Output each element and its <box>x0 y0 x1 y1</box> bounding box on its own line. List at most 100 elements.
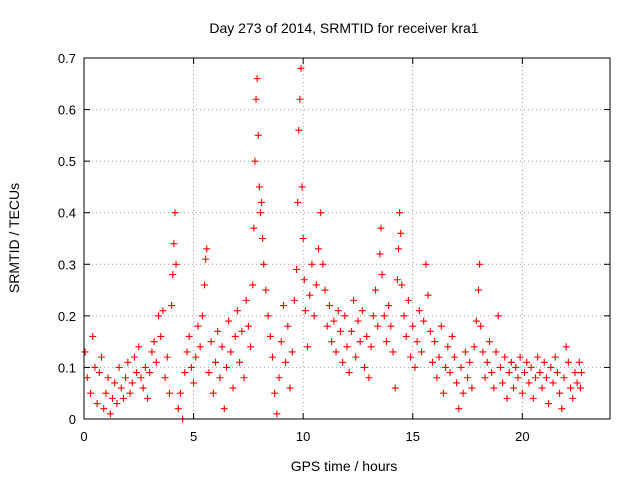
data-point <box>413 338 421 346</box>
data-point <box>549 379 557 387</box>
data-point <box>377 224 385 232</box>
data-point <box>196 343 204 351</box>
data-point <box>319 260 327 268</box>
data-point <box>352 353 360 361</box>
data-point <box>212 358 219 366</box>
data-point <box>371 286 379 294</box>
data-point <box>161 374 169 382</box>
data-point <box>397 229 405 237</box>
data-point <box>135 343 143 351</box>
data-point <box>315 245 323 253</box>
data-point <box>202 255 210 263</box>
data-point <box>437 322 445 330</box>
data-point <box>312 281 320 289</box>
data-point <box>464 374 472 382</box>
data-point <box>128 379 136 387</box>
data-point <box>218 343 226 351</box>
data-point <box>387 322 395 330</box>
data-point <box>299 235 307 242</box>
data-point <box>286 384 294 392</box>
data-point <box>227 348 235 356</box>
data-point <box>330 317 338 325</box>
data-point <box>176 389 184 397</box>
data-point <box>562 343 570 351</box>
data-point <box>293 265 301 273</box>
data-point <box>523 358 531 366</box>
data-point <box>271 389 279 397</box>
data-point <box>424 291 432 299</box>
x-tick-label: 0 <box>80 429 87 444</box>
data-point <box>512 363 520 371</box>
data-point <box>254 131 262 139</box>
data-point <box>343 343 351 351</box>
data-point <box>415 307 423 315</box>
data-point <box>347 327 355 335</box>
data-point <box>205 369 213 377</box>
data-point <box>448 332 456 340</box>
data-point <box>376 250 384 258</box>
data-point <box>251 157 259 165</box>
data-point <box>442 363 450 371</box>
data-point <box>130 353 138 361</box>
data-point <box>573 379 581 387</box>
data-point <box>247 343 255 351</box>
data-point <box>494 312 502 320</box>
chart-title: Day 273 of 2014, SRMTID for receiver kra… <box>209 20 478 36</box>
data-point <box>165 389 173 397</box>
data-point <box>249 281 257 289</box>
data-point <box>459 389 467 397</box>
data-point <box>113 400 121 408</box>
data-point <box>255 183 263 191</box>
data-point <box>87 389 95 397</box>
data-point <box>475 286 482 294</box>
data-point <box>139 384 147 392</box>
data-point <box>159 307 167 315</box>
data-point <box>365 374 373 382</box>
data-point <box>266 332 274 340</box>
x-tick-label: 15 <box>406 429 420 444</box>
data-point <box>477 322 485 330</box>
data-point <box>294 198 302 206</box>
data-point <box>556 389 564 397</box>
data-point <box>374 322 382 330</box>
data-point <box>297 64 305 72</box>
data-point <box>91 363 99 371</box>
data-point <box>354 317 362 325</box>
data-point <box>545 400 553 408</box>
data-point <box>310 312 318 320</box>
data-point <box>531 374 539 382</box>
data-point <box>89 332 97 340</box>
data-point <box>558 405 566 413</box>
data-point <box>433 374 441 382</box>
data-point <box>216 374 224 382</box>
data-point <box>150 338 158 346</box>
data-point <box>446 369 454 377</box>
data-point <box>479 348 487 356</box>
data-point <box>567 384 575 392</box>
data-point <box>385 302 393 310</box>
y-tick-label: 0.1 <box>58 360 76 375</box>
data-point <box>233 307 241 315</box>
data-point <box>95 369 103 377</box>
data-point <box>505 369 513 377</box>
data-point <box>308 260 316 268</box>
data-point <box>225 317 233 325</box>
data-point <box>253 75 261 83</box>
data-point <box>521 369 529 377</box>
data-point <box>369 312 377 320</box>
data-point <box>553 369 561 377</box>
data-point <box>420 317 428 325</box>
data-point <box>468 384 476 392</box>
data-point <box>168 302 176 310</box>
data-point <box>155 312 163 320</box>
data-point <box>470 343 478 351</box>
data-point <box>395 245 403 253</box>
data-point <box>306 291 314 299</box>
data-point <box>252 95 260 103</box>
data-point <box>174 405 182 413</box>
y-tick-label: 0.2 <box>58 309 76 324</box>
data-point <box>575 358 583 366</box>
x-tick-label: 5 <box>190 429 197 444</box>
data-point <box>496 363 504 371</box>
